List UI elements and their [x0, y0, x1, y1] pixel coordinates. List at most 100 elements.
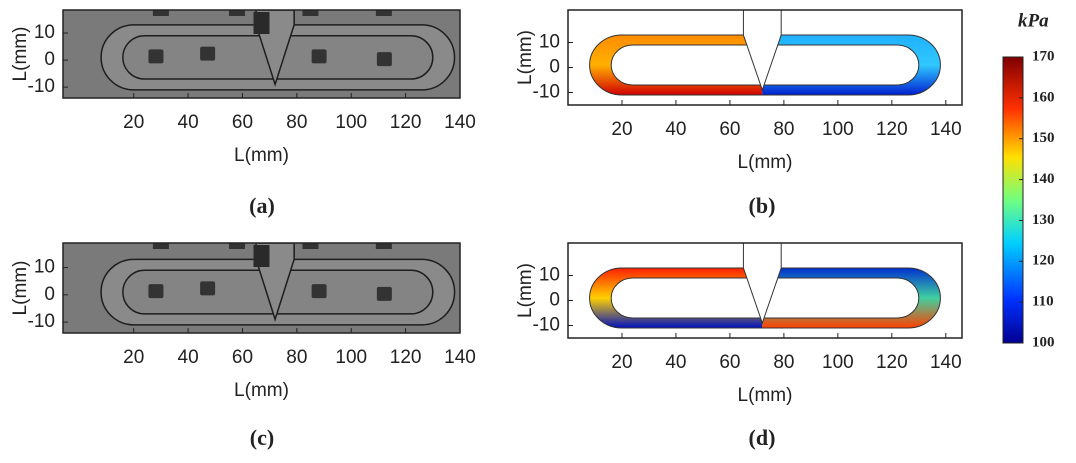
panel-image	[589, 10, 941, 96]
marker	[229, 243, 246, 249]
marker	[200, 281, 216, 296]
y-tick-label: 10	[34, 257, 55, 278]
colorbar-tick-label: 100	[1032, 334, 1055, 350]
colorbar-tick-label: 140	[1032, 171, 1055, 187]
channel-outline	[589, 34, 941, 96]
marker	[229, 10, 246, 16]
y-tick-label: -10	[533, 82, 560, 103]
x-axis-label: L(mm)	[234, 380, 289, 401]
x-tick-label: 20	[123, 347, 144, 368]
x-tick-label: 100	[335, 347, 367, 368]
y-tick-label: 10	[34, 22, 55, 43]
x-tick-label: 20	[123, 112, 144, 133]
x-tick-label: 80	[286, 347, 307, 368]
axes-frame	[567, 9, 963, 106]
marker	[376, 52, 392, 67]
notch	[742, 243, 782, 325]
colorbar-tick-label: 150	[1032, 130, 1055, 146]
marker	[253, 245, 270, 267]
x-tick-label: 20	[611, 119, 632, 140]
x-tick-label: 140	[444, 347, 476, 368]
channel-outline	[610, 277, 920, 319]
x-tick-label: 140	[444, 112, 476, 133]
channel-outline	[589, 267, 941, 329]
axes-frame	[567, 242, 963, 339]
x-tick-label: 140	[930, 352, 962, 373]
axes-frame	[62, 242, 461, 334]
marker	[200, 46, 216, 61]
pressure-field	[762, 35, 941, 95]
y-tick-label: -10	[28, 311, 55, 332]
x-tick-label: 120	[390, 112, 422, 133]
x-tick-label: 100	[822, 352, 854, 373]
y-tick-label: -10	[533, 315, 560, 336]
panel-label: (b)	[749, 193, 776, 218]
x-tick-label: 40	[178, 347, 199, 368]
y-axis-label: L(mm)	[10, 261, 31, 316]
x-tick-label: 40	[665, 119, 686, 140]
y-axis-label: L(mm)	[515, 30, 536, 85]
channel-outline	[610, 44, 920, 86]
y-tick-label: 0	[44, 49, 55, 70]
colorbar-tick-label: 130	[1032, 212, 1055, 228]
marker	[253, 12, 270, 34]
panel-image	[63, 10, 460, 98]
colorbar-tick-label: 120	[1032, 253, 1055, 269]
marker	[375, 243, 392, 249]
x-tick-label: 80	[773, 119, 794, 140]
x-tick-label: 140	[930, 119, 962, 140]
axes-frame	[62, 9, 461, 99]
x-tick-label: 120	[876, 119, 908, 140]
colorbar	[1002, 56, 1024, 344]
panel-label: (d)	[749, 425, 776, 450]
colorbar-tick-label: 170	[1032, 48, 1055, 64]
marker	[302, 243, 319, 249]
x-tick-label: 40	[665, 352, 686, 373]
x-tick-label: 60	[232, 347, 253, 368]
x-tick-label: 100	[822, 119, 854, 140]
pressure-field	[762, 268, 941, 328]
x-tick-label: 80	[286, 112, 307, 133]
x-tick-label: 60	[719, 119, 740, 140]
x-tick-label: 120	[876, 352, 908, 373]
marker	[311, 284, 327, 299]
marker	[302, 10, 319, 16]
marker	[375, 10, 392, 16]
marker	[148, 284, 164, 299]
panel-image	[589, 243, 941, 329]
x-tick-label: 20	[611, 352, 632, 373]
x-tick-label: 100	[335, 112, 367, 133]
marker	[148, 49, 164, 64]
y-axis-label: L(mm)	[10, 27, 31, 82]
x-axis-label: L(mm)	[738, 152, 793, 173]
x-tick-label: 40	[178, 112, 199, 133]
y-tick-label: 0	[549, 57, 560, 78]
marker	[311, 49, 327, 64]
y-tick-label: -10	[28, 76, 55, 97]
x-tick-label: 60	[719, 352, 740, 373]
x-axis-label: L(mm)	[738, 385, 793, 406]
colorbar-tick-label: 160	[1032, 89, 1055, 105]
y-tick-label: 10	[539, 265, 560, 286]
y-tick-label: 0	[44, 284, 55, 305]
y-tick-label: 10	[539, 32, 560, 53]
y-tick-label: 0	[549, 290, 560, 311]
colorbar-unit: kPa	[1018, 10, 1049, 31]
panel-label: (a)	[249, 193, 275, 218]
marker	[376, 286, 392, 301]
x-tick-label: 60	[232, 112, 253, 133]
marker	[152, 10, 169, 16]
marker	[152, 243, 169, 249]
y-axis-label: L(mm)	[515, 263, 536, 318]
colorbar-tick-label: 110	[1032, 294, 1054, 310]
panel-image	[63, 243, 460, 333]
panel-label: (c)	[250, 425, 274, 450]
x-tick-label: 120	[390, 347, 422, 368]
x-tick-label: 80	[773, 352, 794, 373]
x-axis-label: L(mm)	[234, 145, 289, 166]
